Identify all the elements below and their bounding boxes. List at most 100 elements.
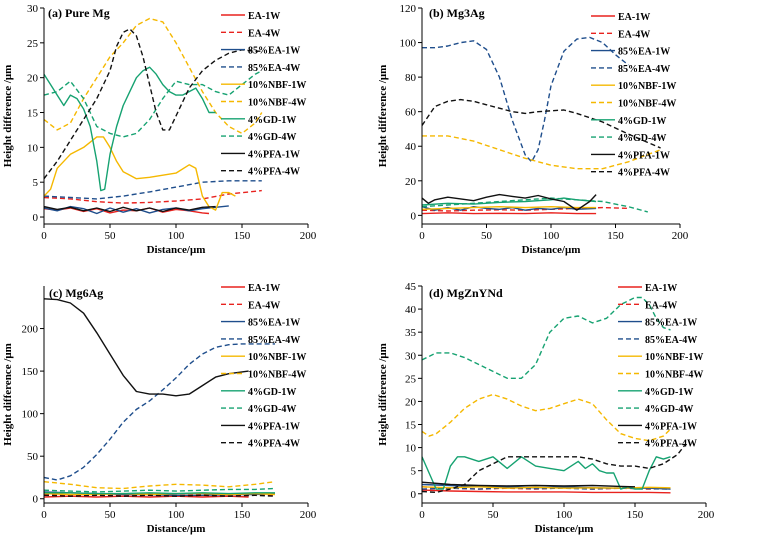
legend-label: 85%EA-1W	[248, 46, 300, 57]
series-group	[44, 298, 276, 498]
series-line-4pct-gd-1w	[422, 197, 597, 206]
series-line-10pct-nbf-1w	[44, 136, 236, 211]
y-tick-label: 5	[33, 177, 39, 189]
y-tick-label: 25	[405, 373, 417, 385]
series-line-10pct-nbf-1w	[44, 492, 276, 496]
series-line-4pct-gd-4w	[44, 487, 276, 493]
x-tick-label: 100	[168, 230, 185, 242]
legend-label: 4%GD-1W	[248, 115, 296, 126]
y-tick-label: 150	[22, 366, 39, 378]
legend-label: 4%GD-4W	[248, 132, 296, 143]
y-tick-label: 30	[27, 3, 39, 15]
series-line-85pct-ea-4w	[422, 487, 671, 490]
legend-label: 4%PFA-1W	[248, 149, 300, 160]
series-line-ea-4w	[44, 189, 262, 204]
y-tick-label: 100	[400, 38, 417, 50]
series-line-85pct-ea-4w	[44, 343, 275, 481]
legend-label: 4%GD-4W	[618, 133, 666, 144]
x-tick-label: 200	[672, 230, 689, 242]
y-tick-label: 40	[405, 141, 417, 153]
legend-label: 4%PFA-4W	[248, 439, 300, 450]
panel-mg3ag: 0 50 100 150 200 0 20 40 60 80 100 120 Distance/μm He…	[377, 3, 689, 256]
x-tick-label: 200	[698, 509, 715, 521]
legend-label: 85%EA-4W	[645, 335, 697, 346]
legend-label: 85%EA-1W	[248, 318, 300, 329]
series-line-ea-1w	[422, 212, 597, 215]
series-line-4pct-pfa-1w	[422, 193, 597, 211]
series-line-4pct-pfa-1w	[44, 298, 249, 397]
x-tick-label: 0	[419, 230, 425, 242]
x-tick-label: 150	[627, 509, 644, 521]
panel-mgznynd: 0 50 100 150 200 0 5 10 15 20 25 30 35 40 45 Distance/μ…	[377, 281, 715, 535]
series-line-10pct-nbf-1w	[422, 486, 671, 489]
legend-label: 10%NBF-4W	[248, 98, 306, 109]
series-line-4pct-pfa-1w	[44, 205, 216, 213]
x-axis-title: Distance/μm	[535, 523, 594, 535]
legend-label: 85%EA-1W	[645, 318, 697, 329]
legend-label: EA-4W	[618, 29, 650, 40]
legend-label: 4%PFA-4W	[248, 167, 300, 178]
legend-label: 85%EA-4W	[248, 335, 300, 346]
legend-label: 10%NBF-4W	[618, 99, 676, 110]
x-axis-title: Distance/μm	[522, 244, 581, 256]
panel-title: (b) Mg3Ag	[429, 6, 485, 20]
y-axis-title: Height difference /μm	[377, 65, 389, 168]
series-line-4pct-gd-4w	[422, 197, 648, 213]
y-tick-label: 10	[405, 443, 417, 455]
x-tick-label: 200	[300, 230, 317, 242]
legend-label: 85%EA-1W	[618, 47, 670, 58]
y-tick-label: 15	[27, 108, 39, 120]
x-tick-label: 200	[300, 509, 317, 521]
legend-label: EA-4W	[248, 28, 280, 39]
y-tick-label: 40	[405, 304, 417, 316]
y-axis-title: Height difference /μm	[2, 343, 14, 446]
y-tick-label: 5	[411, 466, 417, 478]
legend-label: 10%NBF-1W	[248, 352, 306, 363]
legend-label: 85%EA-4W	[248, 63, 300, 74]
legend: EA-1W EA-4W 85%EA-1W 85%EA-4W 10%NBF-1W 10%NB…	[618, 283, 703, 450]
y-tick-label: 15	[405, 420, 417, 432]
y-tick-label: 80	[405, 72, 417, 84]
series-line-4pct-pfa-1w	[422, 481, 636, 488]
legend-label: EA-1W	[618, 12, 650, 23]
series-line-10pct-nbf-4w	[44, 481, 276, 490]
series-group	[44, 17, 263, 215]
legend-label: 10%NBF-1W	[645, 352, 703, 363]
legend-label: EA-4W	[645, 300, 677, 311]
series-line-4pct-pfa-4w	[44, 494, 276, 497]
series-line-ea-1w	[44, 495, 249, 498]
series-line-4pct-gd-4w	[422, 296, 671, 379]
y-axis-title: Height difference /μm	[377, 343, 389, 446]
panel-title: (a) Pure Mg	[48, 6, 110, 20]
series-line-4pct-gd-1w	[422, 456, 671, 490]
y-tick-label: 120	[400, 3, 417, 15]
x-tick-label: 0	[41, 509, 47, 521]
y-tick-label: 10	[27, 142, 39, 154]
series-line-4pct-pfa-4w	[422, 444, 686, 494]
legend-label: EA-1W	[645, 283, 677, 294]
x-tick-label: 150	[234, 230, 251, 242]
x-tick-label: 100	[168, 509, 185, 521]
y-tick-label: 30	[405, 350, 417, 362]
legend-label: 4%GD-1W	[645, 387, 693, 398]
y-tick-label: 45	[405, 281, 417, 293]
legend-label: 4%GD-1W	[618, 116, 666, 127]
x-tick-label: 150	[234, 509, 251, 521]
legend-label: 4%GD-4W	[645, 404, 693, 415]
panel-title: (c) Mg6Ag	[49, 286, 103, 300]
legend-label: 10%NBF-1W	[248, 80, 306, 91]
legend-label: 4%PFA-4W	[618, 168, 670, 179]
series-line-85pct-ea-1w	[44, 205, 229, 215]
x-tick-label: 0	[419, 509, 425, 521]
y-axis-title: Height difference /μm	[2, 65, 14, 168]
x-axis-title: Distance/μm	[147, 244, 206, 256]
legend-label: EA-1W	[248, 11, 280, 22]
panel-title: (d) MgZnYNd	[429, 286, 503, 300]
y-tick-label: 35	[405, 327, 417, 339]
panel-pure-mg: 0 50 100 150 200 0 5 10 15 20 25 30 Distance/μm Heigh…	[2, 3, 317, 256]
x-tick-label: 50	[481, 230, 493, 242]
x-tick-label: 50	[105, 230, 117, 242]
x-tick-label: 100	[543, 230, 560, 242]
series-group	[422, 296, 686, 494]
series-line-4pct-gd-1w	[44, 66, 216, 192]
